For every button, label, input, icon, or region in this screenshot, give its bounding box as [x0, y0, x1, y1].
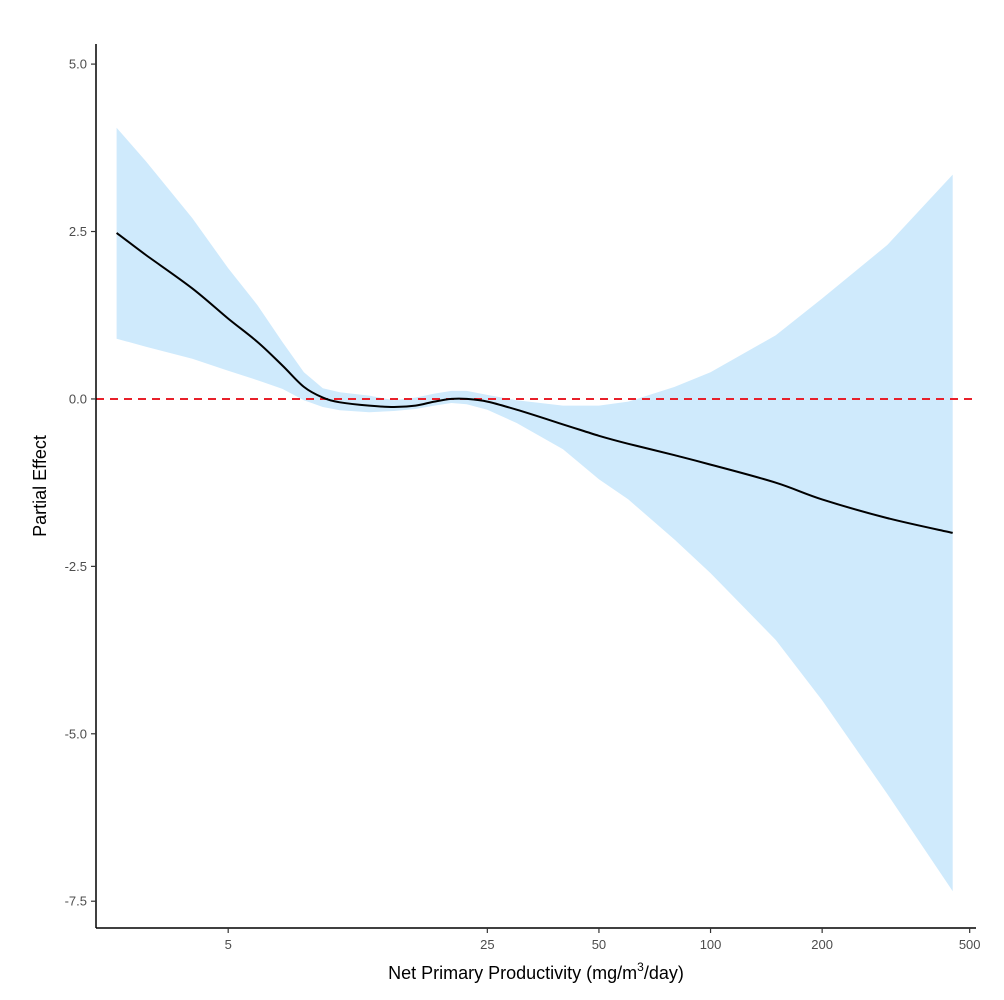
- partial-effect-line: [116, 232, 953, 534]
- x-axis-title-end: /day): [644, 963, 684, 983]
- x-tick-label: 500: [959, 937, 981, 952]
- x-axis-title-superscript: 3: [637, 960, 644, 974]
- confidence-band: [116, 127, 953, 892]
- x-tick-label: 5: [225, 937, 232, 952]
- y-tick-label: -2.5: [65, 559, 87, 574]
- x-axis-title-main: Net Primary Productivity (mg/m: [388, 963, 637, 983]
- x-tick-label: 100: [700, 937, 722, 952]
- x-tick-label: 50: [592, 937, 606, 952]
- y-axis-title: Partial Effect: [30, 435, 50, 537]
- axes: [95, 44, 976, 929]
- y-tick-label: -5.0: [65, 726, 87, 741]
- x-tick-label: 200: [811, 937, 833, 952]
- x-axis-title: Net Primary Productivity (mg/m3/day): [388, 960, 684, 983]
- y-ticks: 5.0 2.5 0.0 -2.5 -5.0 -7.5: [65, 57, 96, 909]
- x-tick-label: 25: [480, 937, 494, 952]
- y-tick-label: 2.5: [69, 224, 87, 239]
- y-tick-label: -7.5: [65, 894, 87, 909]
- y-tick-label: 5.0: [69, 57, 87, 72]
- plot-area: [96, 127, 976, 892]
- x-ticks: 5 25 50 100 200 500: [225, 928, 981, 952]
- y-tick-label: 0.0: [69, 391, 87, 406]
